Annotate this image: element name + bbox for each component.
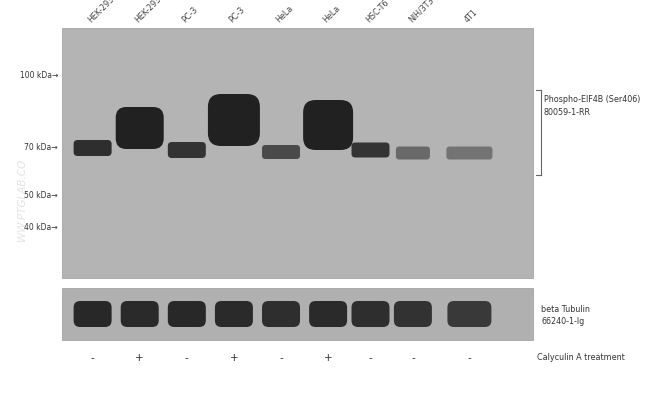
Text: Calyculin A treatment: Calyculin A treatment: [537, 354, 625, 363]
FancyBboxPatch shape: [396, 146, 430, 160]
FancyBboxPatch shape: [352, 301, 389, 327]
Text: 66240-1-lg: 66240-1-lg: [541, 318, 584, 326]
FancyBboxPatch shape: [116, 107, 164, 149]
FancyBboxPatch shape: [168, 301, 206, 327]
Bar: [62, 28, 533, 278]
FancyBboxPatch shape: [215, 301, 253, 327]
FancyBboxPatch shape: [73, 140, 112, 156]
Text: -: -: [369, 353, 372, 363]
FancyBboxPatch shape: [303, 100, 353, 150]
Text: 100 kDa→: 100 kDa→: [20, 71, 58, 79]
Text: 4T1: 4T1: [463, 7, 480, 24]
Text: HeLa: HeLa: [322, 3, 343, 24]
Text: -: -: [411, 353, 415, 363]
Text: NIH/3T3: NIH/3T3: [406, 0, 435, 24]
FancyBboxPatch shape: [309, 301, 347, 327]
Text: +: +: [135, 353, 144, 363]
Text: HEK-293T: HEK-293T: [133, 0, 166, 24]
Text: -: -: [185, 353, 188, 363]
Text: WW.PTGLAB.CO: WW.PTGLAB.CO: [17, 159, 27, 241]
FancyBboxPatch shape: [447, 301, 491, 327]
FancyBboxPatch shape: [352, 142, 389, 158]
Text: 70 kDa→: 70 kDa→: [25, 144, 58, 152]
FancyBboxPatch shape: [121, 301, 159, 327]
Text: -: -: [279, 353, 283, 363]
Bar: [62, 288, 533, 340]
Text: PC-3: PC-3: [227, 5, 247, 24]
FancyBboxPatch shape: [447, 146, 493, 160]
FancyBboxPatch shape: [208, 94, 260, 146]
Text: Phospho-EIF4B (Ser406): Phospho-EIF4B (Ser406): [544, 95, 640, 104]
Text: 80059-1-RR: 80059-1-RR: [544, 108, 591, 117]
FancyBboxPatch shape: [73, 301, 112, 327]
FancyBboxPatch shape: [262, 145, 300, 159]
Text: 40 kDa→: 40 kDa→: [25, 223, 58, 233]
Text: HEK-293T: HEK-293T: [86, 0, 120, 24]
FancyBboxPatch shape: [168, 142, 206, 158]
Text: beta Tubulin: beta Tubulin: [541, 304, 590, 314]
Text: 50 kDa→: 50 kDa→: [25, 192, 58, 200]
Text: PC-3: PC-3: [181, 5, 200, 24]
FancyBboxPatch shape: [394, 301, 432, 327]
Text: +: +: [324, 353, 332, 363]
Text: +: +: [229, 353, 239, 363]
Text: HeLa: HeLa: [275, 3, 295, 24]
Text: -: -: [467, 353, 471, 363]
FancyBboxPatch shape: [262, 301, 300, 327]
Text: -: -: [91, 353, 94, 363]
Text: HSC-T6: HSC-T6: [364, 0, 391, 24]
